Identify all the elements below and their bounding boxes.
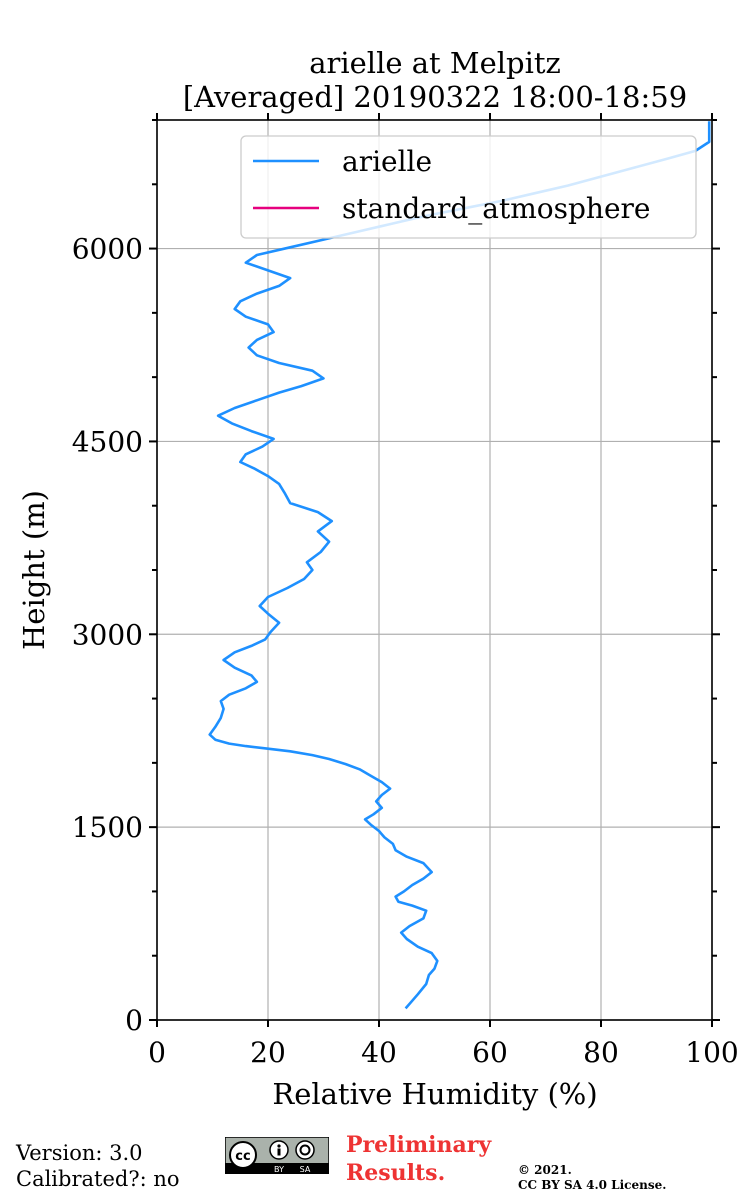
calibrated-text: Calibrated?: no xyxy=(16,1167,180,1191)
legend-label-arielle: arielle xyxy=(342,145,432,178)
copyright-line-2: CC BY SA 4.0 License. xyxy=(518,1178,667,1192)
chart-title-line-2: [Averaged] 20190322 18:00-18:59 xyxy=(183,80,687,114)
legend-label-standard-atmosphere: standard_atmosphere xyxy=(342,192,650,225)
y-tick-label: 0 xyxy=(125,1004,143,1037)
chart-title-line-1: arielle at Melpitz xyxy=(309,46,561,80)
cc-badge-by-text: BY xyxy=(274,1165,284,1174)
share-alike-icon xyxy=(295,1140,315,1160)
cc-badge-sa-text: SA xyxy=(300,1165,311,1174)
x-tick-label: 60 xyxy=(472,1036,508,1069)
preliminary-results-note: Preliminary Results. xyxy=(346,1131,491,1187)
series-line-arielle xyxy=(208,121,711,1010)
copyright-note: © 2021. CC BY SA 4.0 License. xyxy=(518,1163,666,1193)
x-tick-label: 20 xyxy=(250,1036,286,1069)
y-tick-label: 3000 xyxy=(72,618,143,651)
y-tick-label: 4500 xyxy=(72,425,143,458)
preliminary-line-2: Results. xyxy=(346,1160,446,1186)
y-axis-label: Height (m) xyxy=(17,490,51,650)
series-layer xyxy=(208,121,711,1010)
cc-by-sa-badge: cc BY SA xyxy=(225,1137,329,1174)
x-tick-label: 100 xyxy=(685,1036,738,1069)
x-axis-label: Relative Humidity (%) xyxy=(272,1077,597,1111)
axis-ticks xyxy=(149,113,720,1027)
legend: arielle standard_atmosphere xyxy=(240,135,697,239)
cc-badge-cc-text: cc xyxy=(235,1149,250,1164)
legend-box xyxy=(240,135,697,239)
x-tick-label: 0 xyxy=(148,1036,166,1069)
plot-frame xyxy=(156,119,713,1021)
y-tick-label: 6000 xyxy=(72,233,143,266)
x-tick-label: 80 xyxy=(583,1036,619,1069)
y-tick-label: 1500 xyxy=(72,811,143,844)
grid-lines xyxy=(156,120,713,1021)
axis-tick-labels: 0 20 40 60 80 100 0 1500 3000 4500 6000 xyxy=(72,233,739,1069)
copyright-line-1: © 2021. xyxy=(518,1163,572,1177)
x-tick-label: 40 xyxy=(361,1036,397,1069)
preliminary-line-1: Preliminary xyxy=(346,1132,492,1158)
version-text: Version: 3.0 xyxy=(16,1141,143,1165)
